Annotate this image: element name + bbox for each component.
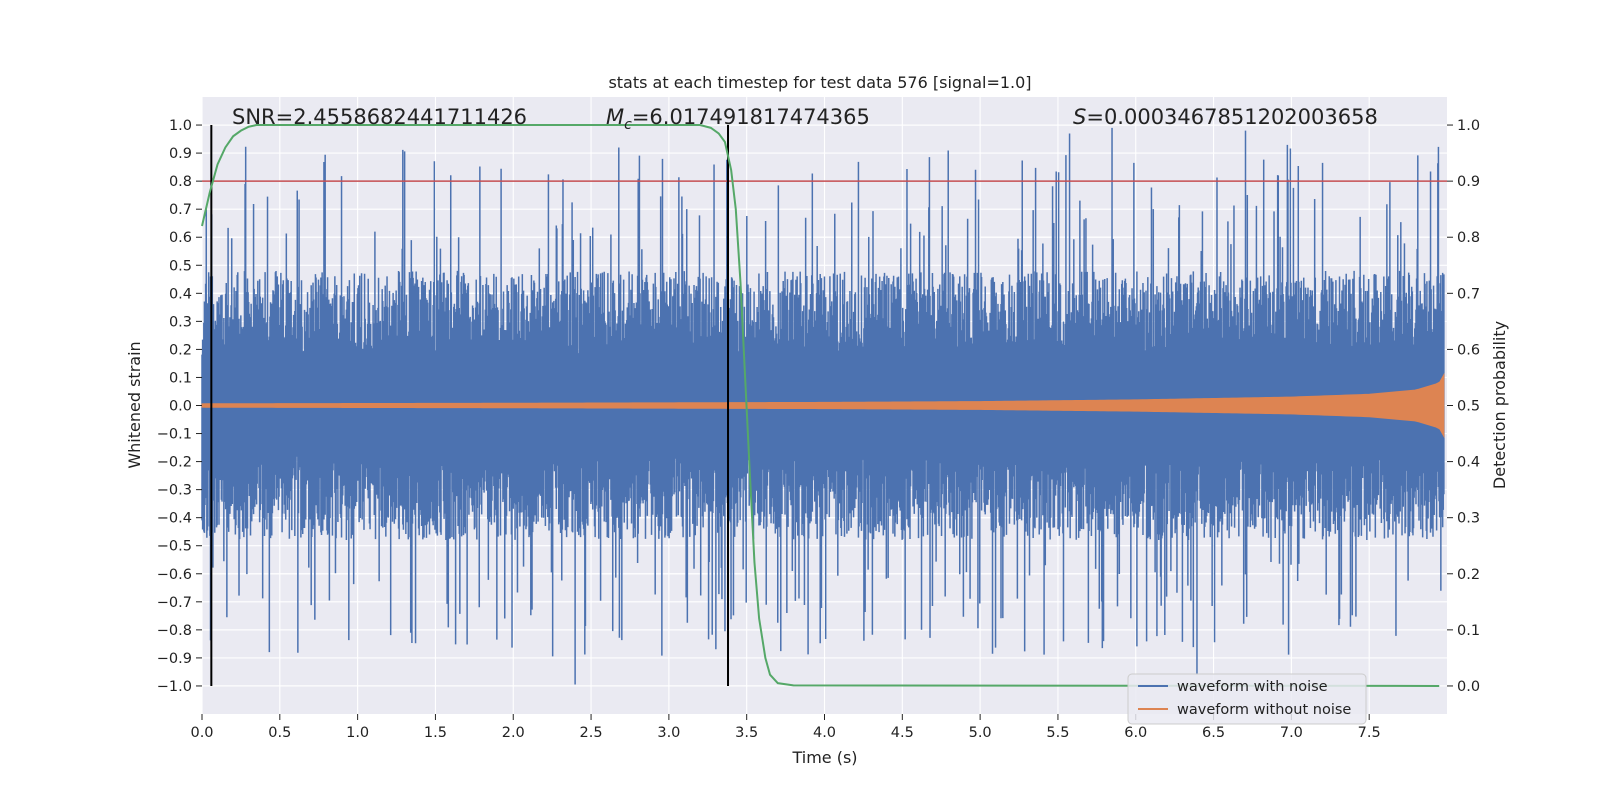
x-tick-label: 0.0 [190,725,213,741]
y-tick-label-left: 1.0 [169,118,192,134]
y-tick-label-right: 0.4 [1457,455,1480,471]
x-tick-label: 3.0 [657,725,680,741]
y-tick-label-left: 0.3 [169,314,192,330]
y-tick-label-right: 0.0 [1457,679,1480,695]
x-tick-label: 5.0 [969,725,992,741]
x-tick-label: 0.5 [268,725,291,741]
y-axis-label-right: Detection probability [1490,321,1509,489]
y-tick-label-left: 0.5 [169,258,192,274]
y-tick-label-right: 0.2 [1457,567,1480,583]
y-tick-label-left: −0.2 [157,455,192,471]
s-value: =0.0003467851202003658 [1086,105,1378,129]
x-tick-label: 4.5 [891,725,914,741]
y-tick-label-left: 0.9 [169,146,192,162]
s-symbol: S [1073,105,1086,129]
x-tick-label: 2.5 [580,725,603,741]
y-tick-label-left: −0.4 [157,511,192,527]
legend: waveform with noise waveform without noi… [1127,673,1367,725]
y-axis-left-ticks: 1.0 0.9 0.8 0.7 0.6 0.5 0.4 0.3 0.2 0.1 0.0 −0.1 −0.… [157,118,202,695]
x-axis-label: Time (s) [791,748,857,767]
y-tick-label-left: −0.6 [157,567,192,583]
y-tick-label-left: −0.8 [157,623,192,639]
chirp-mass-symbol: M [606,105,624,129]
x-tick-label: 6.0 [1124,725,1147,741]
y-tick-label-left: −0.7 [157,595,192,611]
x-tick-label: 7.5 [1358,725,1381,741]
waveform-clean-envelope [201,372,1445,439]
y-tick-label-left: 0.6 [169,230,192,246]
x-tick-label: 3.5 [735,725,758,741]
y-axis-right-ticks: 1.0 0.9 0.8 0.7 0.6 0.5 0.4 0.3 0.2 0.1 0.0 [1447,118,1480,695]
y-tick-label-left: 0.0 [169,399,192,415]
y-tick-label-right: 0.1 [1457,623,1480,639]
y-tick-label-right: 0.6 [1457,342,1480,358]
chirp-mass-annotation: Mc=6.017491817474365 [606,105,870,133]
legend-label-clean: waveform without noise [1177,702,1351,718]
x-tick-label: 6.5 [1202,725,1225,741]
chart-title: stats at each timestep for test data 576… [608,73,1031,92]
y-tick-label-left: −0.9 [157,651,192,667]
chirp-mass-subscript: c [624,117,632,133]
snr-annotation: SNR=2.4558682441711426 [232,105,527,129]
series-waveform-without-noise [201,372,1445,439]
series-detection-probability [201,124,1440,687]
chirp-mass-value: =6.017491817474365 [632,105,870,129]
y-tick-label-right: 0.8 [1457,230,1480,246]
legend-label-noise: waveform with noise [1177,679,1328,695]
y-tick-label-right: 1.0 [1457,118,1480,134]
y-tick-label-right: 0.5 [1457,399,1480,415]
x-tick-label: 5.5 [1046,725,1069,741]
y-axis-label-left: Whitened strain [125,341,144,468]
y-tick-label-left: 0.8 [169,174,192,190]
y-tick-label-left: 0.7 [169,202,192,218]
y-tick-label-left: −0.5 [157,539,192,555]
x-axis-ticks: 0.0 0.5 1.0 1.5 2.0 2.5 3.0 3.5 4.0 4.5 5.0 5.5 6.0 6… [190,714,1381,741]
y-tick-label-left: −0.3 [157,483,192,499]
y-tick-label-left: 0.2 [169,342,192,358]
y-tick-label-right: 0.3 [1457,511,1480,527]
legend-box [1127,673,1367,725]
y-tick-label-left: 0.4 [169,286,192,302]
x-tick-label: 4.0 [813,725,836,741]
x-tick-label: 1.0 [346,725,369,741]
y-tick-label-left: −0.1 [157,427,192,443]
y-tick-label-right: 0.7 [1457,286,1480,302]
x-tick-label: 7.0 [1280,725,1303,741]
y-tick-label-right: 0.9 [1457,174,1480,190]
vertical-markers [210,125,730,686]
x-tick-label: 2.0 [502,725,525,741]
y-tick-label-left: 0.1 [169,370,192,386]
s-annotation: S=0.0003467851202003658 [1073,105,1378,129]
x-tick-label: 1.5 [424,725,447,741]
y-tick-label-left: −1.0 [157,679,192,695]
